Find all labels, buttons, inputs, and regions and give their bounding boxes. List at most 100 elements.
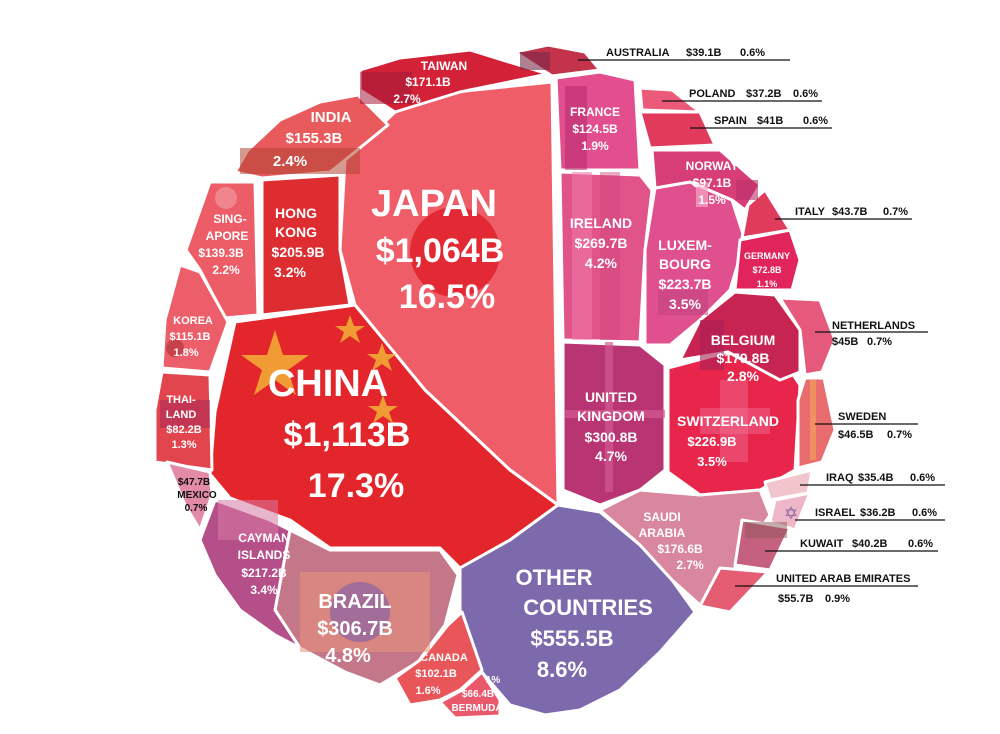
germany-label-pct: 1.1% bbox=[757, 279, 778, 289]
uae-callout-value: $55.7B bbox=[778, 593, 814, 605]
norway-label-pct: 1.5% bbox=[698, 193, 726, 207]
luxembourg-label-name-1: LUXEM- bbox=[658, 237, 712, 253]
netherlands-callout-name: NETHERLANDS bbox=[832, 320, 915, 332]
ireland-label-value: $269.7B bbox=[575, 235, 628, 251]
other-countries-label-name-2: COUNTRIES bbox=[523, 595, 653, 620]
iraq-callout-name: IRAQ bbox=[826, 472, 854, 484]
uae-callout-name: UNITED ARAB EMIRATES bbox=[776, 573, 910, 585]
india-label-value: $155.3B bbox=[286, 130, 343, 147]
china-flag-star-large bbox=[241, 330, 309, 395]
hong-kong-label-pct: 3.2% bbox=[274, 264, 306, 280]
cell-hong-kong bbox=[260, 173, 352, 317]
luxembourg-flag-band bbox=[658, 290, 708, 315]
cell-israel bbox=[768, 491, 812, 532]
belgium-label-pct: 2.8% bbox=[727, 368, 759, 384]
luxembourg-label-name-2: BOURG bbox=[659, 256, 711, 272]
cell-china bbox=[208, 303, 560, 570]
cell-bermuda bbox=[438, 670, 502, 720]
spain-callout-pct: 0.6% bbox=[803, 115, 828, 127]
uk-label-pct: 4.7% bbox=[595, 448, 627, 464]
thailand-label-pct: 1.3% bbox=[171, 439, 196, 451]
cell-mexico bbox=[165, 460, 214, 532]
canada-label-value: $102.1B bbox=[415, 668, 457, 680]
belgium-flag-band bbox=[700, 320, 724, 370]
israel-callout-pct: 0.6% bbox=[912, 507, 937, 519]
uk-label-name-2: KINGDOM bbox=[577, 408, 645, 424]
france-label-name: FRANCE bbox=[570, 105, 620, 119]
china-label-name: CHINA bbox=[268, 363, 388, 405]
sweden-callout-name: SWEDEN bbox=[838, 411, 886, 423]
germany-label-name: GERMANY bbox=[744, 251, 790, 261]
korea-flag-taeguk bbox=[166, 339, 184, 357]
norway-label-name: NORWAY bbox=[686, 159, 739, 173]
australia-callout-value: $39.1B bbox=[686, 47, 722, 59]
italy-callout-name: ITALY bbox=[795, 206, 826, 218]
switzerland-label-name: SWITZERLAND bbox=[677, 413, 779, 429]
flag-decorations: ✡ bbox=[160, 52, 816, 652]
taiwan-label-name: TAIWAN bbox=[421, 59, 467, 73]
iraq-callout-value: $35.4B bbox=[858, 472, 894, 484]
switzerland-label-value: $226.9B bbox=[687, 434, 736, 449]
cayman-flag-union bbox=[218, 500, 278, 540]
china-label-value: $1,113B bbox=[284, 416, 411, 454]
iraq-callout-pct: 0.6% bbox=[910, 472, 935, 484]
china-label-pct: 17.3% bbox=[308, 467, 404, 505]
other-countries-label-value: $555.5B bbox=[530, 626, 613, 651]
singapore-label-name-2: APORE bbox=[206, 229, 249, 243]
cell-labels: JAPAN $1,064B 16.5% CHINA $1,113B 17.3% … bbox=[166, 59, 790, 714]
kuwait-callout-name: KUWAIT bbox=[800, 538, 844, 550]
israel-callout-value: $36.2B bbox=[860, 507, 896, 519]
singapore-label-value: $139.3B bbox=[198, 246, 244, 260]
saudi-label-value: $176.6B bbox=[657, 542, 703, 556]
bermuda-label-name: BERMUDA bbox=[451, 703, 502, 714]
bermuda-label-pct: 1% bbox=[486, 675, 501, 686]
taiwan-label-value: $171.1B bbox=[405, 75, 451, 89]
cayman-label-name-2: ISLANDS bbox=[238, 548, 291, 562]
taiwan-label-pct: 2.7% bbox=[393, 92, 421, 106]
sweden-callout-pct: 0.7% bbox=[887, 429, 912, 441]
ireland-flag-band-2 bbox=[600, 172, 620, 340]
cayman-label-pct: 3.4% bbox=[250, 583, 278, 597]
japan-label-value: $1,064B bbox=[376, 232, 505, 270]
germany-label-value: $72.8B bbox=[752, 265, 782, 275]
india-label-name: INDIA bbox=[311, 109, 352, 126]
japan-label-pct: 16.5% bbox=[399, 278, 495, 316]
italy-callout-value: $43.7B bbox=[832, 206, 868, 218]
italy-callout-pct: 0.7% bbox=[883, 206, 908, 218]
brazil-label-pct: 4.8% bbox=[325, 645, 371, 667]
poland-callout-pct: 0.6% bbox=[793, 88, 818, 100]
external-callouts: AUSTRALIA $39.1B 0.6% POLAND $37.2B 0.6%… bbox=[578, 47, 945, 605]
mexico-label-pct: 0.7% bbox=[185, 503, 208, 514]
china-flag-star-3 bbox=[368, 395, 398, 423]
swiss-flag-cross-v bbox=[720, 380, 748, 462]
uk-label-name-1: UNITED bbox=[585, 389, 637, 405]
ireland-label-pct: 4.2% bbox=[585, 255, 617, 271]
singapore-flag-moon bbox=[215, 187, 237, 209]
thailand-label-value: $82.2B bbox=[166, 424, 202, 436]
bermuda-label-value: $66.4B bbox=[462, 689, 494, 700]
china-flag-star-1 bbox=[335, 315, 365, 343]
cayman-label-value: $217.2B bbox=[241, 566, 287, 580]
mexico-label-value: $47.7B bbox=[178, 477, 210, 488]
other-countries-label-name-1: OTHER bbox=[516, 565, 593, 590]
norway-dark-corner bbox=[736, 180, 758, 200]
taiwan-flag-canton bbox=[360, 72, 412, 104]
uae-callout-pct: 0.9% bbox=[825, 593, 850, 605]
cell-norway bbox=[650, 148, 762, 212]
canada-label-pct: 1.6% bbox=[415, 685, 440, 697]
hong-kong-label-name-2: KONG bbox=[275, 224, 317, 240]
saudi-label-name-1: SAUDI bbox=[643, 510, 680, 524]
cayman-label-name-1: CAYMAN bbox=[238, 531, 290, 545]
ireland-label-name: IRELAND bbox=[570, 215, 632, 231]
cell-belgium bbox=[678, 290, 802, 382]
poland-callout-value: $37.2B bbox=[746, 88, 782, 100]
kuwait-callout-value: $40.2B bbox=[852, 538, 888, 550]
israel-callout-name: ISRAEL bbox=[815, 507, 856, 519]
australia-callout-pct: 0.6% bbox=[740, 47, 765, 59]
poland-callout-name: POLAND bbox=[689, 88, 736, 100]
uk-label-value: $300.8B bbox=[585, 429, 638, 445]
australia-callout-name: AUSTRALIA bbox=[606, 47, 670, 59]
thailand-label-name-1: THAI- bbox=[166, 394, 196, 406]
hong-kong-label-value: $205.9B bbox=[272, 244, 325, 260]
